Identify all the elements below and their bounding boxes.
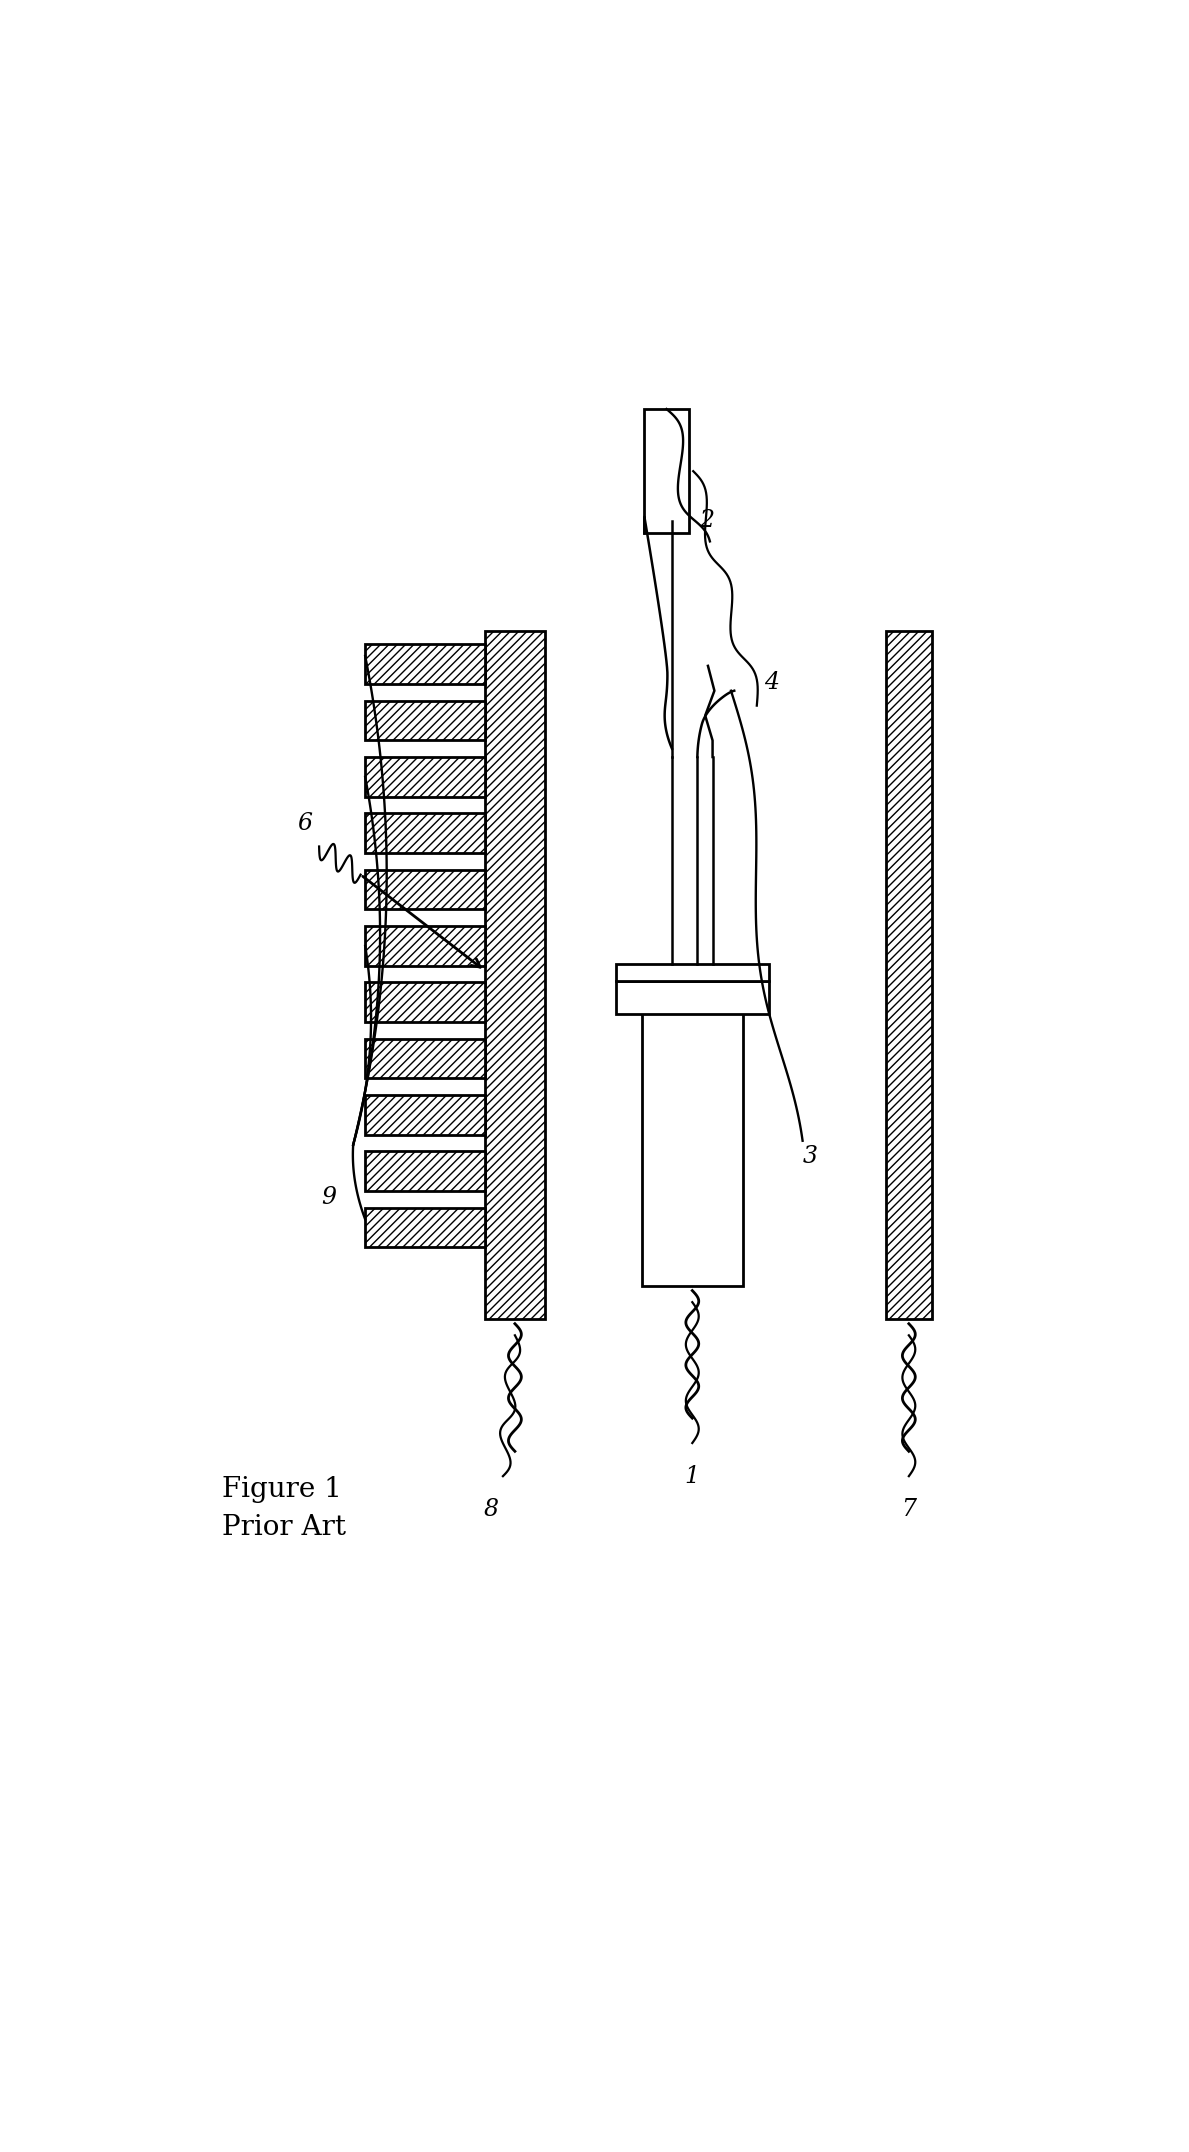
Bar — [616, 964, 769, 981]
Text: 2: 2 — [699, 508, 713, 532]
Bar — [642, 1003, 743, 1285]
Bar — [365, 1039, 485, 1078]
Bar — [365, 981, 485, 1022]
Bar — [365, 1151, 485, 1192]
Bar — [365, 869, 485, 910]
Bar — [365, 758, 485, 796]
Bar — [365, 1207, 485, 1248]
Bar — [365, 702, 485, 740]
Bar — [365, 869, 485, 910]
Text: 8: 8 — [484, 1498, 498, 1521]
Bar — [644, 409, 688, 534]
Text: Figure 1
Prior Art: Figure 1 Prior Art — [222, 1476, 346, 1541]
Text: 3: 3 — [803, 1145, 818, 1169]
Bar — [365, 702, 485, 740]
Bar — [485, 631, 545, 1319]
Bar — [365, 1207, 485, 1248]
Bar — [365, 813, 485, 852]
Bar — [886, 631, 932, 1319]
Bar — [365, 1095, 485, 1134]
Bar — [365, 813, 485, 852]
Bar — [365, 925, 485, 966]
Bar — [365, 643, 485, 684]
Text: 9: 9 — [321, 1186, 336, 1209]
Text: 4: 4 — [765, 671, 779, 695]
Bar — [365, 643, 485, 684]
Bar — [365, 1151, 485, 1192]
Bar — [365, 1039, 485, 1078]
Bar — [616, 981, 769, 1014]
Bar — [365, 758, 485, 796]
Text: 7: 7 — [901, 1498, 917, 1521]
Bar — [365, 925, 485, 966]
Text: 6: 6 — [297, 811, 313, 835]
Bar — [886, 631, 932, 1319]
Bar — [365, 1095, 485, 1134]
Bar — [485, 631, 545, 1319]
Text: 1: 1 — [685, 1466, 700, 1487]
Bar — [365, 981, 485, 1022]
